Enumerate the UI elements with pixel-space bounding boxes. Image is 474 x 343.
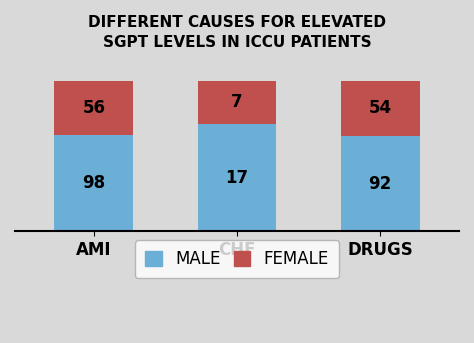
Title: DIFFERENT CAUSES FOR ELEVATED
SGPT LEVELS IN ICCU PATIENTS: DIFFERENT CAUSES FOR ELEVATED SGPT LEVEL… [88,15,386,50]
Text: 92: 92 [369,175,392,193]
Bar [198,81,276,125]
Bar [55,81,133,135]
Bar [198,125,276,231]
Text: 56: 56 [82,99,105,117]
Bar [341,136,419,231]
Text: 98: 98 [82,174,105,192]
Bar [55,135,133,231]
Text: 7: 7 [231,94,243,111]
Text: 17: 17 [226,169,248,187]
Text: 54: 54 [369,99,392,117]
Legend: MALE, FEMALE: MALE, FEMALE [135,240,339,279]
Bar [341,81,419,136]
